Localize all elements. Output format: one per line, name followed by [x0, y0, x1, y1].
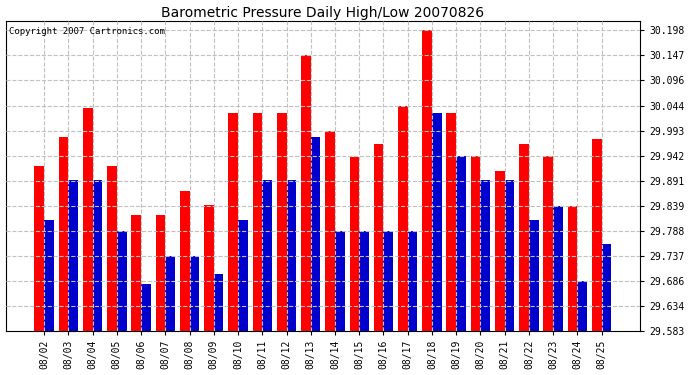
- Bar: [480, 180, 490, 375]
- Bar: [602, 244, 611, 375]
- Text: Copyright 2007 Cartronics.com: Copyright 2007 Cartronics.com: [9, 27, 165, 36]
- Bar: [446, 112, 456, 375]
- Bar: [117, 231, 126, 375]
- Bar: [495, 171, 504, 375]
- Bar: [325, 130, 335, 375]
- Bar: [166, 256, 175, 375]
- Bar: [456, 156, 466, 375]
- Bar: [529, 220, 539, 375]
- Bar: [374, 144, 384, 375]
- Bar: [68, 180, 78, 375]
- Bar: [350, 157, 359, 375]
- Bar: [301, 56, 310, 375]
- Bar: [519, 144, 529, 375]
- Bar: [34, 166, 44, 375]
- Bar: [578, 281, 587, 375]
- Bar: [180, 191, 190, 375]
- Bar: [83, 108, 92, 375]
- Bar: [92, 180, 102, 375]
- Bar: [44, 220, 54, 375]
- Bar: [384, 231, 393, 375]
- Bar: [310, 137, 320, 375]
- Bar: [262, 180, 272, 375]
- Bar: [156, 215, 166, 375]
- Bar: [553, 206, 563, 375]
- Bar: [408, 231, 417, 375]
- Bar: [504, 180, 514, 375]
- Bar: [204, 206, 214, 375]
- Bar: [335, 231, 345, 375]
- Bar: [131, 215, 141, 375]
- Bar: [592, 140, 602, 375]
- Bar: [228, 112, 238, 375]
- Bar: [107, 166, 117, 375]
- Bar: [286, 180, 296, 375]
- Bar: [253, 112, 262, 375]
- Bar: [190, 256, 199, 375]
- Bar: [432, 112, 442, 375]
- Bar: [544, 156, 553, 375]
- Bar: [277, 112, 286, 375]
- Bar: [59, 137, 68, 375]
- Title: Barometric Pressure Daily High/Low 20070826: Barometric Pressure Daily High/Low 20070…: [161, 6, 484, 20]
- Bar: [359, 231, 369, 375]
- Bar: [568, 206, 578, 375]
- Bar: [422, 30, 432, 375]
- Bar: [214, 274, 224, 375]
- Bar: [398, 106, 408, 375]
- Bar: [238, 220, 248, 375]
- Bar: [141, 284, 150, 375]
- Bar: [471, 156, 480, 375]
